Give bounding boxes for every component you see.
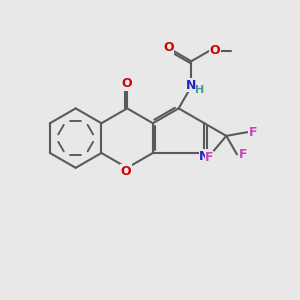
Text: F: F bbox=[249, 126, 257, 139]
Text: F: F bbox=[205, 151, 214, 164]
Text: N: N bbox=[199, 150, 210, 163]
Text: O: O bbox=[210, 44, 220, 57]
Text: H: H bbox=[195, 85, 204, 95]
Text: N: N bbox=[186, 79, 196, 92]
Text: O: O bbox=[120, 165, 131, 178]
Text: O: O bbox=[122, 77, 133, 90]
Text: O: O bbox=[163, 41, 174, 54]
Text: F: F bbox=[239, 148, 247, 161]
